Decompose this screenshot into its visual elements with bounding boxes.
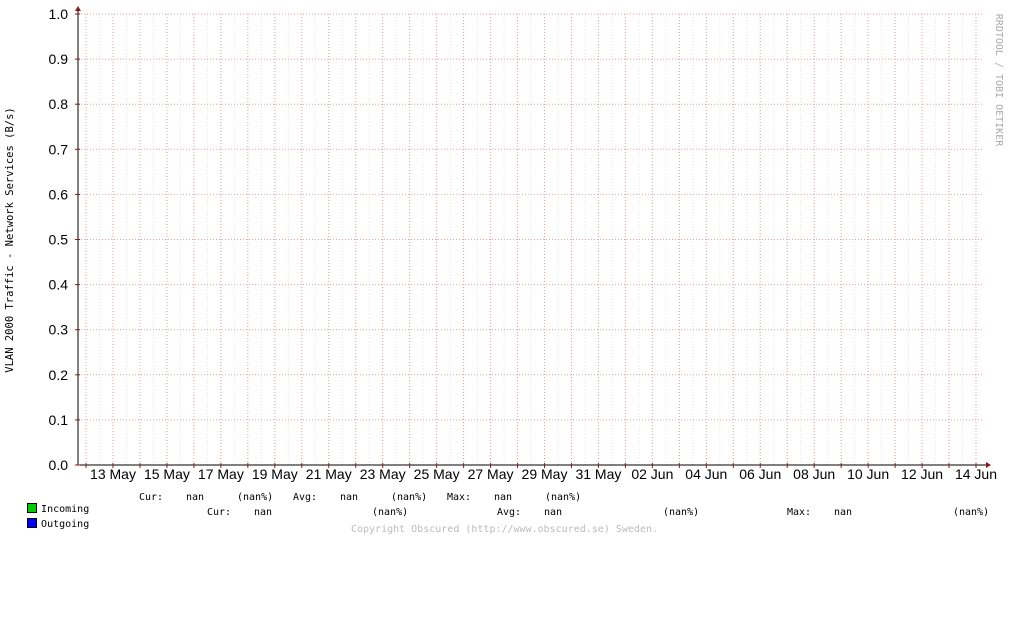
- incoming-max-label: Max:: [447, 492, 472, 503]
- x-tick-label: 29 May: [522, 466, 568, 482]
- x-tick-label: 25 May: [414, 466, 460, 482]
- incoming-cur-value: nan: [186, 492, 205, 503]
- outgoing-swatch: [27, 518, 38, 528]
- legend-row-outgoing: Outgoing Cur: nan (nan%) Avg: nan (nan%)…: [15, 507, 989, 629]
- x-tick-label: 19 May: [252, 466, 298, 482]
- outgoing-cur-label: Cur:: [207, 507, 232, 518]
- y-tick-label: 0.1: [49, 412, 69, 428]
- y-tick-label: 0.7: [49, 141, 69, 157]
- x-tick-label: 10 Jun: [847, 466, 889, 482]
- outgoing-avg-label: Avg:: [497, 507, 522, 518]
- outgoing-max-label: Max:: [787, 507, 812, 518]
- x-axis-arrow: [986, 462, 991, 468]
- outgoing-cur-pct: (nan%): [372, 507, 409, 518]
- y-tick-label: 0.4: [49, 277, 69, 293]
- x-tick-label: 21 May: [306, 466, 352, 482]
- x-tick-label: 23 May: [360, 466, 406, 482]
- x-tick-label: 13 May: [90, 466, 136, 482]
- legend-outgoing-name: Outgoing: [41, 519, 90, 530]
- x-tick-label: 06 Jun: [739, 466, 781, 482]
- incoming-cur-label: Cur:: [139, 492, 164, 503]
- copyright-footer: Copyright Obscured (http://www.obscured.…: [350, 524, 659, 535]
- y-tick-label: 0.5: [49, 232, 69, 248]
- incoming-avg-value: nan: [340, 492, 359, 503]
- incoming-avg-label: Avg:: [293, 492, 318, 503]
- y-tick-label: 0.6: [49, 186, 69, 202]
- chart: 0.0 0.1 0.2 0.3 0.4 0.5 0.6 0.7 0.8 0.9 1.0 13 May…: [4, 6, 1004, 482]
- outgoing-avg-pct: (nan%): [663, 507, 700, 518]
- x-tick-label: 17 May: [198, 466, 244, 482]
- x-tick-label: 02 Jun: [631, 466, 673, 482]
- y-axis-label: VLAN 2000 Traffic - Network Services (B/…: [4, 107, 16, 373]
- y-tick-labels: 0.0 0.1 0.2 0.3 0.4 0.5 0.6 0.7 0.8 0.9 1.0: [49, 6, 69, 473]
- x-tick-label: 14 Jun: [955, 466, 997, 482]
- y-tick-label: 0.3: [49, 322, 69, 338]
- y-tick-label: 0.0: [49, 457, 69, 473]
- y-axis-arrow: [75, 6, 81, 11]
- incoming-cur-pct: (nan%): [237, 492, 274, 503]
- x-tick-label: 27 May: [468, 466, 514, 482]
- outgoing-cur-value: nan: [254, 507, 273, 518]
- outgoing-max-value: nan: [834, 507, 853, 518]
- rrdtool-watermark: RRDTOOL / TOBI OETIKER: [993, 14, 1004, 147]
- x-tick-label: 31 May: [575, 466, 621, 482]
- y-tick-label: 1.0: [49, 6, 69, 22]
- y-tick-label: 0.9: [49, 51, 69, 67]
- incoming-swatch: [27, 503, 38, 513]
- y-tick-label: 0.8: [49, 96, 69, 112]
- grid: [78, 13, 982, 465]
- incoming-max-pct: (nan%): [545, 492, 582, 503]
- legend-incoming-name: Incoming: [41, 504, 90, 515]
- incoming-max-value: nan: [494, 492, 513, 503]
- x-tick-label: 15 May: [144, 466, 190, 482]
- x-tick-label: 08 Jun: [793, 466, 835, 482]
- x-tick-label: 12 Jun: [901, 466, 943, 482]
- y-tick-label: 0.2: [49, 367, 69, 383]
- outgoing-avg-value: nan: [544, 507, 563, 518]
- incoming-avg-pct: (nan%): [391, 492, 428, 503]
- x-tick-labels: 13 May 15 May 17 May 19 May 21 May 23 May 25 M…: [90, 466, 997, 482]
- x-tick-label: 04 Jun: [685, 466, 727, 482]
- axes: [75, 6, 991, 468]
- legend-row-incoming: Incoming Cur: nan (nan%) Avg: nan (nan%)…: [15, 492, 581, 614]
- outgoing-max-pct: (nan%): [953, 507, 990, 518]
